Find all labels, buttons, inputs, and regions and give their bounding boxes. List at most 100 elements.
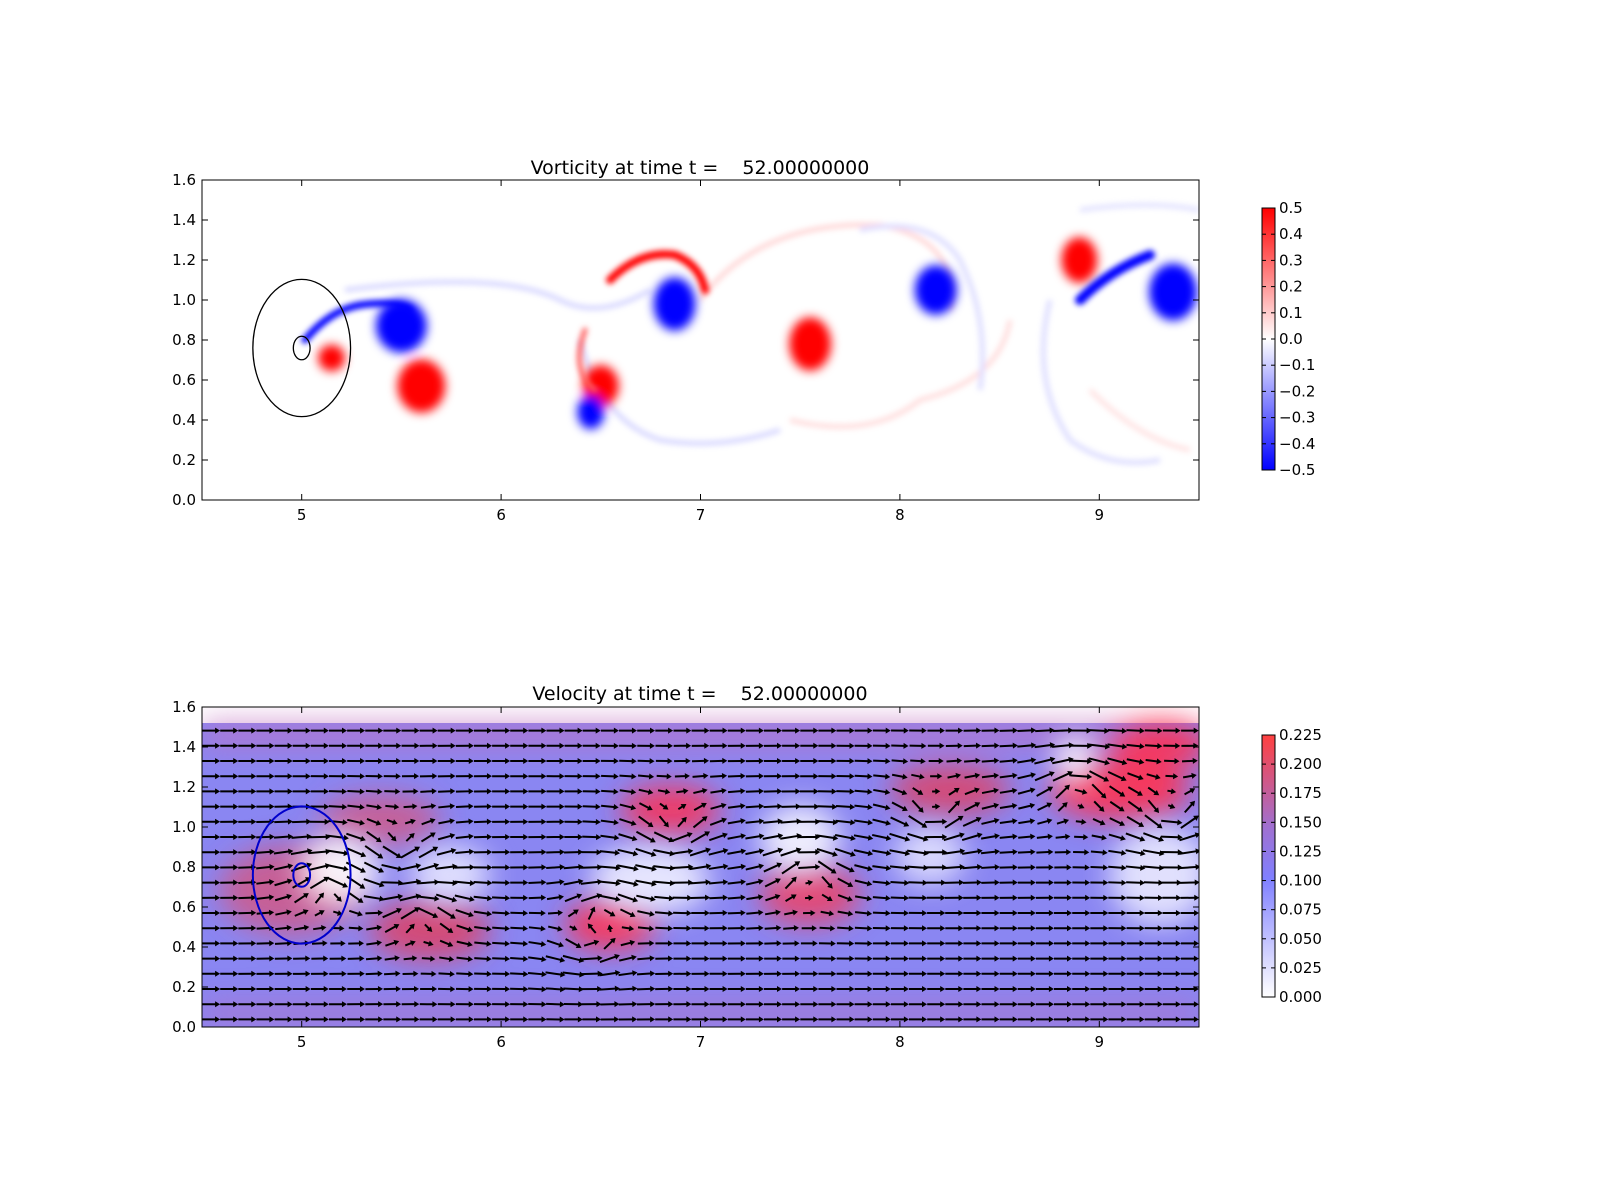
- velocity-arrow: [1035, 970, 1054, 977]
- velocity-arrow: [1054, 894, 1072, 901]
- velocity-arrow: [818, 986, 837, 992]
- velocity-arrow: [818, 1016, 837, 1023]
- velocity-arrow: [473, 849, 493, 856]
- cylinder-circle: [252, 278, 352, 418]
- velocity-arrow: [437, 757, 456, 764]
- velocity-arrow: [671, 832, 693, 842]
- velocity-arrow: [837, 894, 853, 902]
- velocity-arrow: [673, 1001, 692, 1008]
- velocity-arrow: [311, 940, 328, 947]
- velocity-arrow: [438, 788, 456, 795]
- velocity-arrow: [945, 986, 964, 992]
- velocity-arrow: [546, 879, 565, 886]
- velocity-arrow: [709, 970, 728, 977]
- velocity-arrow: [438, 803, 456, 810]
- velocity-arrow: [799, 803, 820, 810]
- velocity-arrow: [800, 1001, 819, 1008]
- velocity-arrow: [727, 788, 746, 795]
- velocity-arrow: [238, 955, 257, 962]
- velocity-arrow: [435, 863, 458, 870]
- velocity-arrow: [1127, 786, 1143, 796]
- velocity-arrow: [202, 1001, 221, 1008]
- velocity-arrow: [765, 894, 781, 902]
- velocity-arrow: [1054, 864, 1072, 871]
- velocity-arrow: [944, 879, 965, 886]
- velocity-arrow: [764, 909, 781, 916]
- velocity-arrow: [745, 818, 765, 825]
- velocity-arrow: [381, 893, 404, 901]
- colorbar-tick-label: 0.125: [1279, 842, 1322, 860]
- velocity-arrow: [510, 833, 529, 840]
- y-tick-label: 1.6: [172, 171, 196, 189]
- velocity-arrow: [658, 815, 669, 828]
- velocity-arrow: [963, 925, 982, 932]
- velocity-arrow: [347, 758, 366, 765]
- velocity-arrow: [435, 879, 458, 886]
- velocity-arrow: [274, 1001, 293, 1008]
- velocity-arrow: [435, 893, 458, 903]
- velocity-arrow: [946, 757, 963, 764]
- velocity-arrow: [1144, 1001, 1163, 1008]
- velocity-arrow: [963, 727, 982, 734]
- velocity-arrow: [492, 773, 511, 780]
- velocity-arrow: [274, 970, 293, 977]
- velocity-arrow: [932, 803, 941, 810]
- velocity-arrow: [383, 727, 402, 734]
- velocity-arrow: [908, 955, 928, 962]
- velocity-arrow: [655, 1001, 674, 1008]
- velocity-arrow: [327, 877, 349, 888]
- velocity-arrow: [454, 864, 475, 871]
- velocity-arrow: [818, 773, 837, 780]
- velocity-arrow: [308, 833, 331, 840]
- velocity-arrow: [1126, 894, 1145, 901]
- velocity-arrow: [202, 955, 221, 962]
- velocity-arrow: [202, 879, 221, 886]
- velocity-arrow: [238, 788, 257, 795]
- vortex-positive: [789, 317, 832, 371]
- velocity-arrow: [510, 986, 529, 993]
- velocity-arrow: [402, 788, 419, 795]
- velocity-arrow: [510, 940, 529, 947]
- velocity-arrow: [1074, 834, 1089, 841]
- velocity-arrow: [587, 906, 596, 920]
- x-tick-label: 8: [895, 1033, 905, 1051]
- velocity-arrow: [673, 925, 692, 932]
- velocity-arrow: [1144, 814, 1163, 829]
- velocity-arrow: [764, 940, 782, 947]
- velocity-arrow: [854, 970, 873, 977]
- velocity-arrow: [474, 1016, 492, 1023]
- velocity-arrow: [329, 985, 347, 992]
- velocity-arrow: [347, 955, 365, 962]
- velocity-arrow: [314, 910, 325, 917]
- velocity-arrow: [674, 773, 690, 780]
- velocity-arrow: [580, 970, 603, 977]
- velocity-arrow: [836, 986, 855, 992]
- velocity-arrow: [1072, 879, 1091, 886]
- velocity-arrow: [1144, 743, 1163, 750]
- vortex-negative: [1149, 263, 1198, 321]
- velocity-arrow: [603, 937, 616, 950]
- velocity-arrow: [945, 940, 964, 947]
- colorbar-tick-label: 0.150: [1279, 813, 1322, 831]
- velocity-arrow: [927, 970, 946, 977]
- velocity-arrow: [854, 955, 873, 962]
- velocity-arrow: [528, 925, 546, 932]
- velocity-arrow: [783, 925, 799, 932]
- velocity-arrow: [638, 815, 654, 828]
- velocity-arrow: [546, 849, 565, 856]
- velocity-arrow: [582, 834, 602, 841]
- velocity-arrow: [690, 831, 711, 844]
- velocity-arrow: [528, 879, 547, 886]
- velocity-arrow: [273, 833, 294, 840]
- velocity-arrow: [854, 758, 873, 765]
- colorbar-tick-label: −0.3: [1279, 409, 1315, 427]
- velocity-arrow: [545, 986, 566, 993]
- velocity-arrow: [292, 970, 311, 977]
- velocity-arrow: [220, 788, 239, 795]
- velocity-arrow: [763, 773, 783, 780]
- velocity-arrow: [1180, 879, 1199, 886]
- velocity-arrow: [910, 758, 926, 765]
- velocity-arrow: [348, 909, 363, 917]
- velocity-arrow: [1017, 879, 1036, 886]
- velocity-arrow: [473, 864, 493, 871]
